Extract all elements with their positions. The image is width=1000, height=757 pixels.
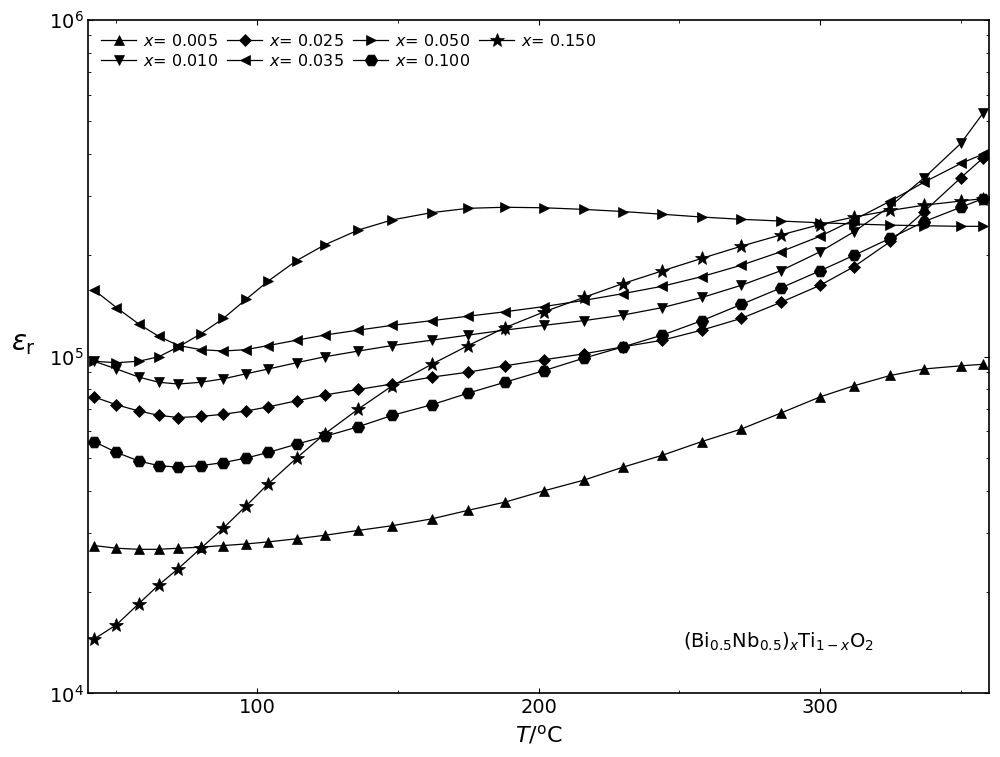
Y-axis label: $\varepsilon_{\rm r}$: $\varepsilon_{\rm r}$ (11, 329, 36, 357)
X-axis label: $T$/$^{\rm o}$C: $T$/$^{\rm o}$C (515, 723, 562, 746)
Text: $\rm (Bi_{0.5}Nb_{0.5})_{\it x}Ti_{1-\it x}O_2$: $\rm (Bi_{0.5}Nb_{0.5})_{\it x}Ti_{1-\it… (683, 631, 874, 653)
Legend: $x$= 0.005, $x$= 0.010, $x$= 0.025, $x$= 0.035, $x$= 0.050, $x$= 0.100, $x$= 0.1: $x$= 0.005, $x$= 0.010, $x$= 0.025, $x$=… (96, 28, 601, 73)
